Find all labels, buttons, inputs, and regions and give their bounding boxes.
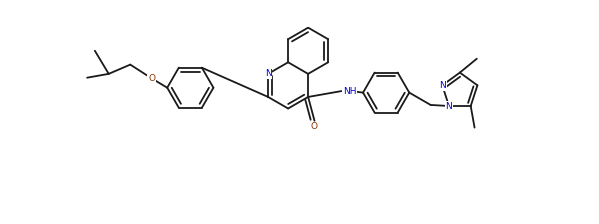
Text: N: N — [439, 81, 446, 90]
Text: N: N — [446, 101, 452, 110]
Text: NH: NH — [343, 86, 356, 96]
Text: N: N — [265, 69, 271, 78]
Text: O: O — [310, 122, 317, 131]
Text: O: O — [149, 74, 155, 83]
